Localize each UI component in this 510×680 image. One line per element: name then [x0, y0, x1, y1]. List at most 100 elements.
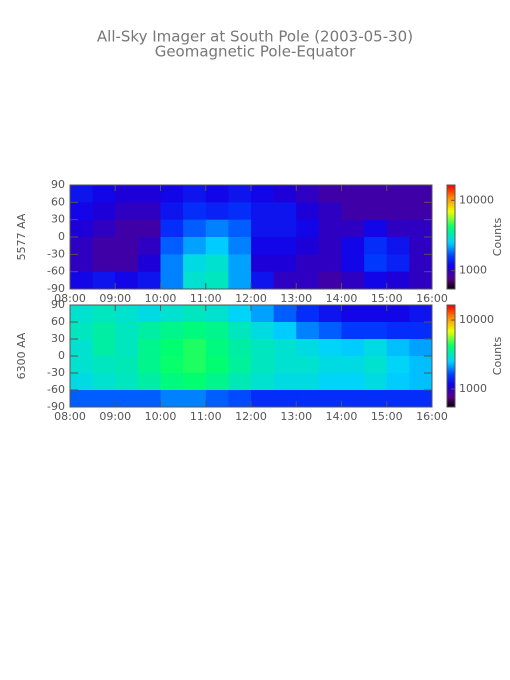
colorbar-segment [447, 186, 455, 189]
heat-cell [251, 185, 275, 203]
heat-cell [273, 271, 297, 290]
colorbar-segment [447, 403, 455, 406]
colorbar-frame [446, 304, 456, 408]
colorbar-segment [447, 384, 455, 388]
heat-cell [70, 305, 94, 323]
heat-cell [409, 185, 433, 203]
colorbar-segment [447, 366, 455, 369]
colorbar-segment [447, 216, 455, 219]
heat-cell [115, 185, 139, 203]
heat-cell [70, 254, 94, 273]
colorbar-segment [447, 219, 455, 222]
heat-cell [228, 202, 252, 221]
heat-cell [70, 339, 94, 357]
colorbar-segment [447, 349, 455, 352]
y-tick-label: -30 [47, 366, 65, 379]
heat-cell [228, 390, 252, 408]
colorbar-segment [447, 268, 455, 271]
heat-cell [160, 356, 184, 374]
heat-cell [228, 237, 252, 255]
colorbar-segment [447, 367, 455, 371]
heat-cell [92, 322, 116, 340]
heat-cell [273, 305, 297, 323]
y-tick-label: 60 [51, 315, 65, 328]
heat-cell [160, 305, 184, 323]
heat-cell [205, 185, 229, 203]
colorbar-segment [447, 191, 455, 195]
heat-cell [115, 237, 139, 255]
heat-cell [318, 322, 342, 340]
colorbar-segment [447, 400, 455, 403]
heat-cell [160, 322, 184, 340]
colorbar-segment [447, 325, 455, 328]
heat-cell [296, 219, 320, 238]
heat-cell [228, 305, 252, 323]
y-tick-label: 30 [51, 332, 65, 345]
colorbar-segment [447, 381, 455, 384]
heat-cell [92, 271, 116, 290]
heat-cell [92, 390, 116, 408]
colorbar-segment [447, 233, 455, 236]
heat-cell [364, 356, 388, 374]
colorbar-segment [447, 228, 455, 231]
colorbar-segment [447, 339, 455, 342]
colorbar-segment [447, 190, 455, 193]
heat-cell [92, 185, 116, 203]
heat-cell [228, 373, 252, 391]
colorbar-segment [447, 195, 455, 198]
heat-cell [296, 339, 320, 357]
heat-cell [296, 373, 320, 391]
colorbar-segment [447, 243, 455, 247]
heat-cell [92, 254, 116, 273]
colorbar-tick-label: 1000 [459, 382, 487, 395]
x-tick-label: 10:00 [145, 292, 177, 305]
heat-cell [251, 373, 275, 391]
colorbar-frame [446, 184, 456, 290]
colorbar-segment [447, 285, 455, 288]
heat-cell [386, 322, 410, 340]
heat-cell [296, 322, 320, 340]
colorbar-segment [447, 202, 455, 205]
heat-cell [364, 322, 388, 340]
heat-cell [92, 202, 116, 221]
heat-cell [160, 339, 184, 357]
heat-cell [228, 185, 252, 203]
heat-cell [273, 237, 297, 255]
x-tick-label: 08:00 [54, 292, 86, 305]
colorbar-segment [447, 280, 455, 283]
heat-cell [296, 254, 320, 273]
x-tick-label: 08:00 [54, 410, 86, 423]
heat-cell [115, 339, 139, 357]
heat-cell [341, 237, 365, 255]
colorbar-segment [447, 378, 455, 381]
heat-cell [160, 185, 184, 203]
colorbar-segment [447, 347, 455, 350]
heat-cell [70, 202, 94, 221]
heat-cell [251, 322, 275, 340]
colorbar-segment [447, 287, 455, 290]
colorbar-segment [447, 305, 455, 308]
heat-cell [251, 254, 275, 273]
colorbar-segment [447, 185, 455, 188]
heat-cell [137, 237, 161, 255]
x-tick-label: 11:00 [190, 410, 222, 423]
colorbar-segment [447, 261, 455, 264]
colorbar-segment [447, 278, 455, 281]
colorbar-segment [447, 276, 455, 280]
heat-cell [318, 219, 342, 238]
colorbar-segment [447, 323, 455, 326]
heat-cell [137, 202, 161, 221]
heat-cell [183, 373, 207, 391]
colorbar-segment [447, 379, 455, 382]
heat-cell [115, 305, 139, 323]
colorbar-segment [447, 259, 455, 262]
colorbar-tick-label: 10000 [459, 193, 494, 206]
heat-cell [318, 202, 342, 221]
x-tick-label: 11:00 [190, 292, 222, 305]
heat-cell [70, 219, 94, 238]
heat-cell [160, 237, 184, 255]
x-tick-label: 16:00 [416, 410, 448, 423]
colorbar-segment [447, 306, 455, 309]
colorbar-segment [447, 240, 455, 243]
x-tick-label: 12:00 [235, 410, 267, 423]
